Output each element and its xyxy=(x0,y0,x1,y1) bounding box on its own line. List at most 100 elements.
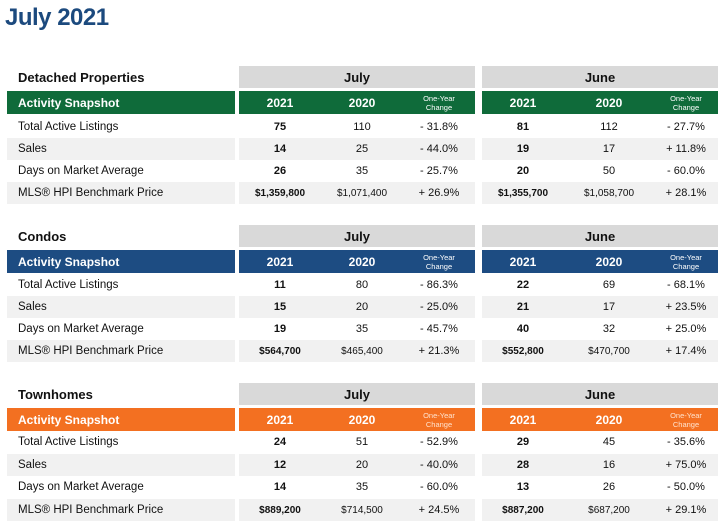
snapshot-label: Activity Snapshot xyxy=(18,254,120,269)
value-cell: 16 xyxy=(602,459,616,471)
month-header-june: June xyxy=(482,383,718,405)
value-cell: 29 xyxy=(516,436,530,448)
value-cell: 14 xyxy=(273,481,287,493)
year-2021-header: 2021 xyxy=(509,95,537,110)
value-cell: 25 xyxy=(355,143,369,155)
table-row: Sales 15 20 - 25.0% 21 17 + 23.5% xyxy=(0,296,726,318)
value-cell: 26 xyxy=(602,481,616,493)
value-cell: 19 xyxy=(273,323,287,335)
change-cell: - 27.7% xyxy=(667,121,705,133)
table-row: Sales 14 25 - 44.0% 19 17 + 11.8% xyxy=(0,138,726,160)
value-cell: 24 xyxy=(273,436,287,448)
snapshot-header-row: Activity Snapshot 2021 2020 One-Year Chan… xyxy=(0,91,726,114)
value-cell: 81 xyxy=(516,121,530,133)
value-cell: 80 xyxy=(355,279,369,291)
table-row: Days on Market Average 19 35 - 45.7% 40 … xyxy=(0,318,726,340)
change-cell: - 25.0% xyxy=(420,301,458,313)
change-cell: + 24.5% xyxy=(418,504,460,516)
one-year-change-header: One-Year Change xyxy=(670,252,702,271)
table-row: Total Active Listings 24 51 - 52.9% 29 4… xyxy=(0,431,726,453)
row-label: MLS® HPI Benchmark Price xyxy=(18,345,164,357)
value-cell: 51 xyxy=(355,436,369,448)
value-cell: 69 xyxy=(602,279,616,291)
change-cell: + 21.3% xyxy=(418,345,460,357)
value-cell: 35 xyxy=(355,481,369,493)
table-row: Total Active Listings 75 110 - 31.8% 81 … xyxy=(0,116,726,138)
table-row: Total Active Listings 11 80 - 86.3% 22 6… xyxy=(0,274,726,296)
table-row: MLS® HPI Benchmark Price $889,200 $714,5… xyxy=(0,499,726,521)
change-cell: + 29.1% xyxy=(665,504,707,516)
section-title: Townhomes xyxy=(18,386,93,402)
change-cell: - 44.0% xyxy=(420,143,458,155)
year-2020-header: 2020 xyxy=(595,95,623,110)
value-cell: 75 xyxy=(273,121,287,133)
table-row: Sales 12 20 - 40.0% 28 16 + 75.0% xyxy=(0,454,726,476)
change-cell: - 50.0% xyxy=(667,481,705,493)
change-cell: + 23.5% xyxy=(665,301,707,313)
change-cell: - 40.0% xyxy=(420,459,458,471)
change-cell: + 11.8% xyxy=(666,143,706,155)
row-label: Sales xyxy=(18,143,47,155)
value-cell: $887,200 xyxy=(502,504,544,516)
month-header-june: June xyxy=(482,225,718,247)
value-cell: 35 xyxy=(355,165,369,177)
year-2021-header: 2021 xyxy=(509,412,537,427)
change-cell: - 52.9% xyxy=(420,436,458,448)
value-cell: 20 xyxy=(355,459,369,471)
year-2021-header: 2021 xyxy=(266,254,294,269)
row-label: Total Active Listings xyxy=(18,436,119,448)
snapshot-label: Activity Snapshot xyxy=(18,95,120,110)
value-cell: $687,200 xyxy=(588,504,630,516)
value-cell: 19 xyxy=(516,143,530,155)
value-cell: 26 xyxy=(273,165,287,177)
month-header-june: June xyxy=(482,66,718,88)
page-title: July 2021 xyxy=(5,4,109,31)
snapshot-header-row: Activity Snapshot 2021 2020 One-Year Chan… xyxy=(0,408,726,431)
value-cell: 50 xyxy=(602,165,616,177)
change-cell: + 75.0% xyxy=(665,459,707,471)
snapshot-label: Activity Snapshot xyxy=(18,412,120,427)
value-cell: 12 xyxy=(273,459,287,471)
change-cell: - 35.6% xyxy=(667,436,705,448)
value-cell: 20 xyxy=(516,165,530,177)
change-cell: + 26.9% xyxy=(418,187,460,199)
year-2020-header: 2020 xyxy=(348,254,376,269)
table-row: Days on Market Average 26 35 - 25.7% 20 … xyxy=(0,160,726,182)
value-cell: $564,700 xyxy=(259,345,301,357)
value-cell: 17 xyxy=(602,143,616,155)
row-label: MLS® HPI Benchmark Price xyxy=(18,504,164,516)
value-cell: 21 xyxy=(516,301,530,313)
section-title: Detached Properties xyxy=(18,69,145,85)
year-2020-header: 2020 xyxy=(595,254,623,269)
value-cell: 40 xyxy=(516,323,530,335)
year-2020-header: 2020 xyxy=(348,412,376,427)
table-row: MLS® HPI Benchmark Price $1,359,800 $1,0… xyxy=(0,182,726,204)
one-year-change-header: One-Year Change xyxy=(423,252,455,271)
month-header-july: July xyxy=(239,225,475,247)
value-cell: 32 xyxy=(602,323,616,335)
month-header-july: July xyxy=(239,383,475,405)
one-year-change-header: One-Year Change xyxy=(670,93,702,112)
section-title: Condos xyxy=(18,228,67,244)
row-label: Total Active Listings xyxy=(18,121,119,133)
year-2021-header: 2021 xyxy=(509,254,537,269)
row-label: MLS® HPI Benchmark Price xyxy=(18,187,164,199)
value-cell: 22 xyxy=(516,279,530,291)
row-label: Total Active Listings xyxy=(18,279,119,291)
change-cell: + 28.1% xyxy=(665,187,707,199)
table-row: MLS® HPI Benchmark Price $564,700 $465,4… xyxy=(0,340,726,362)
year-2021-header: 2021 xyxy=(266,95,294,110)
value-cell: 11 xyxy=(274,279,286,291)
value-cell: 13 xyxy=(516,481,530,493)
value-cell: $714,500 xyxy=(341,504,383,516)
table-row: Days on Market Average 14 35 - 60.0% 13 … xyxy=(0,476,726,498)
snapshot-header-row: Activity Snapshot 2021 2020 One-Year Chan… xyxy=(0,250,726,273)
value-cell: 110 xyxy=(353,121,371,133)
value-cell: $1,071,400 xyxy=(336,187,388,199)
month-header-july: July xyxy=(239,66,475,88)
value-cell: $1,058,700 xyxy=(583,187,635,199)
row-label: Days on Market Average xyxy=(18,165,144,177)
change-cell: - 60.0% xyxy=(420,481,458,493)
value-cell: 28 xyxy=(516,459,530,471)
value-cell: 14 xyxy=(273,143,287,155)
